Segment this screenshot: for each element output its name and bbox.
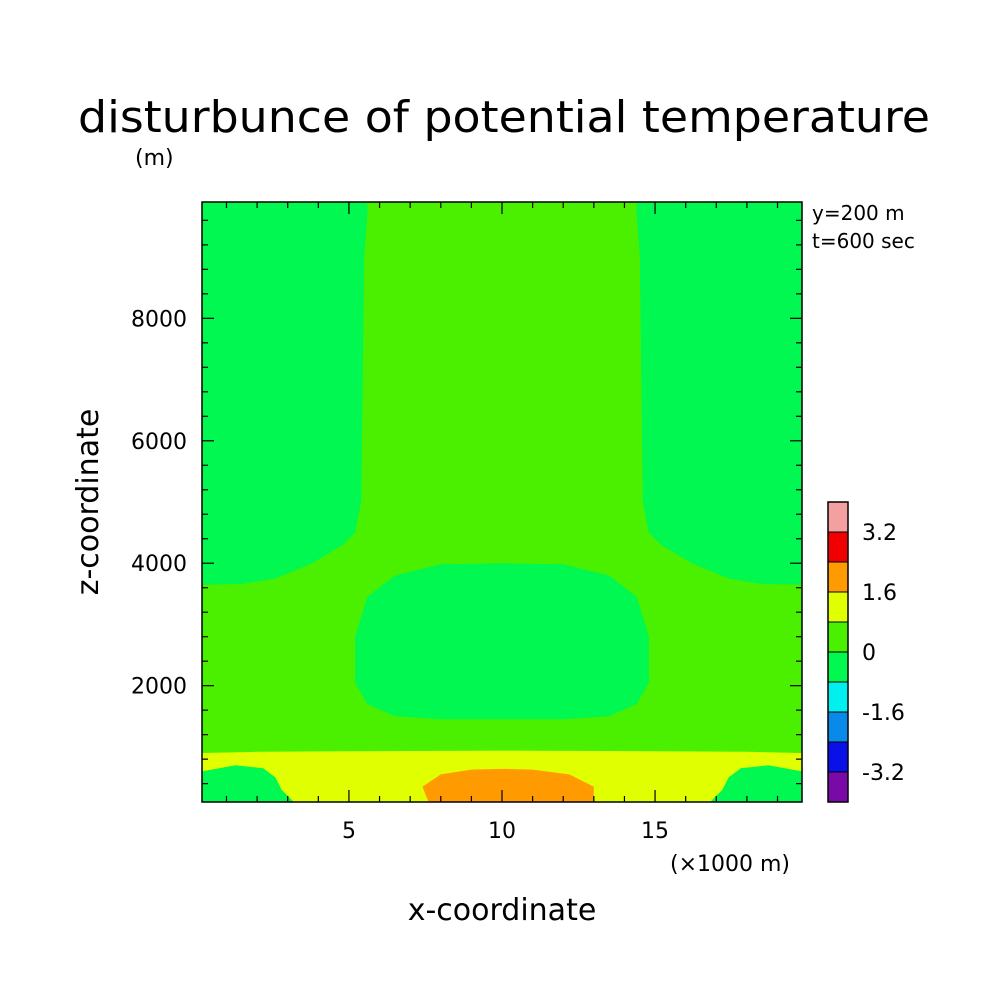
axis-tick-labels: 5 10 15 2000 4000 6000 8000 xyxy=(131,307,669,844)
y-axis-unit: (m) xyxy=(135,146,174,171)
colorbar-label: -3.2 xyxy=(862,761,905,786)
annotation-t: t=600 sec xyxy=(812,229,915,253)
y-tick-label: 6000 xyxy=(131,430,187,455)
colorbar-swatch xyxy=(828,712,848,742)
colorbar-swatch xyxy=(828,652,848,682)
axis-ticks xyxy=(202,202,802,802)
x-tick-label: 10 xyxy=(488,819,516,844)
x-tick-label: 5 xyxy=(342,819,356,844)
contour-region-upper-right-lobe xyxy=(636,202,802,585)
colorbar-swatch xyxy=(828,562,848,592)
colorbar-label: 3.2 xyxy=(862,521,897,546)
y-tick-label: 4000 xyxy=(131,552,187,577)
contour-region-upper-left-lobe xyxy=(202,202,368,585)
colorbar-swatch xyxy=(828,532,848,562)
colorbar-label: 1.6 xyxy=(862,581,897,606)
y-axis-label: z-coordinate xyxy=(71,409,106,596)
colorbar-label: 0 xyxy=(862,641,876,666)
colorbar-swatch xyxy=(828,682,848,712)
colorbar-swatch xyxy=(828,592,848,622)
y-tick-label: 2000 xyxy=(131,675,187,700)
annotation-y: y=200 m xyxy=(812,201,905,225)
colorbar-label: -1.6 xyxy=(862,701,905,726)
contour-region-surface-right-cold-pocket xyxy=(710,765,802,802)
x-tick-label: 15 xyxy=(641,819,669,844)
x-axis-unit: (×1000 m) xyxy=(670,852,790,877)
colorbar-swatch xyxy=(828,502,848,532)
colorbar-swatch xyxy=(828,742,848,772)
contour-region-surface-left-cold-pocket xyxy=(202,765,294,802)
colorbar-swatch xyxy=(828,772,848,802)
x-axis-label: x-coordinate xyxy=(408,893,597,928)
colorbar: -3.2 -1.6 0 1.6 3.2 xyxy=(827,501,905,803)
contour-region-middle-cold-bubble xyxy=(355,563,649,720)
contour-region-surface-warm-core xyxy=(422,768,594,802)
colorbar-swatch xyxy=(828,622,848,652)
contour-field xyxy=(202,202,802,802)
colorbar-frame xyxy=(827,501,849,803)
chart-title: disturbunce of potential temperature xyxy=(78,92,930,143)
y-tick-label: 8000 xyxy=(131,307,187,332)
